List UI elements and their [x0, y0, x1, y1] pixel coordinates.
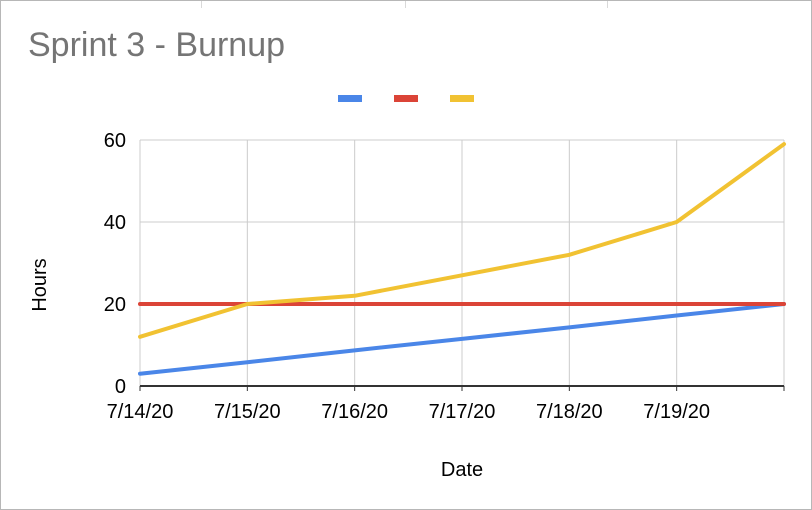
- x-tick-label: 7/15/20: [214, 401, 281, 423]
- sheet-cell-divider: [201, 1, 202, 8]
- chart-title: Sprint 3 - Burnup: [28, 26, 286, 64]
- y-tick-label: 20: [104, 294, 126, 316]
- tick-labels: 0 20 40 60 7/14/20 7/15/20 7/16/20 7/17/20 7/18/…: [104, 130, 710, 423]
- legend: [338, 95, 474, 102]
- series-line-3: [138, 142, 786, 339]
- legend-swatch-2: [394, 95, 418, 102]
- x-tick-label: 7/19/20: [643, 401, 710, 423]
- legend-swatch-3: [450, 95, 474, 102]
- y-axis-title: Hours: [29, 258, 51, 311]
- gridlines: [139, 139, 785, 386]
- y-tick-label: 0: [115, 376, 126, 398]
- sheet-cell-divider: [405, 1, 406, 8]
- axes: [139, 385, 785, 391]
- x-tick-label: 7/18/20: [536, 401, 603, 423]
- x-tick-label: 7/16/20: [321, 401, 388, 423]
- series-lines: [138, 142, 786, 376]
- series-line-1: [138, 302, 786, 376]
- x-axis-title: Date: [441, 459, 483, 481]
- y-tick-label: 40: [104, 212, 126, 234]
- sheet-cell-divider: [607, 1, 608, 8]
- legend-swatch-1: [338, 95, 362, 102]
- x-tick-label: 7/17/20: [429, 401, 496, 423]
- y-tick-label: 60: [104, 130, 126, 152]
- x-tick-label: 7/14/20: [107, 401, 174, 423]
